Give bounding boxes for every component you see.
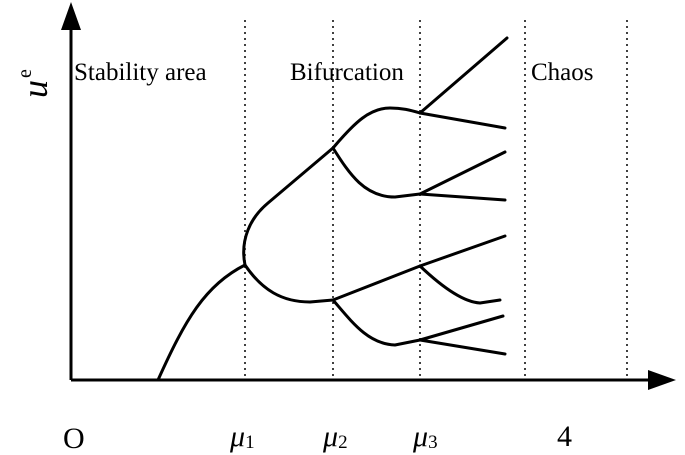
upper-first-branch bbox=[242, 146, 335, 267]
chaos-upper-fork bbox=[418, 111, 507, 130]
x-axis-arrowhead bbox=[648, 370, 676, 390]
x-axis-labels: O μ1 μ2 μ3 4 bbox=[63, 420, 572, 455]
origin-label: O bbox=[63, 422, 85, 455]
chaos-middle-lower bbox=[418, 192, 507, 202]
chaos-top-branch bbox=[418, 36, 509, 115]
stability-area-label: Stability area bbox=[74, 59, 207, 86]
y-axis-symbol: u bbox=[15, 80, 55, 98]
chaos-label: Chaos bbox=[531, 59, 594, 86]
axes bbox=[61, 2, 676, 390]
tick-mu2: μ2 bbox=[322, 420, 348, 453]
y-axis-arrowhead bbox=[61, 2, 81, 30]
svg-text:ue: ue bbox=[14, 69, 55, 98]
upper-second-branch bbox=[331, 106, 422, 150]
chaos-bottom-lower bbox=[418, 338, 507, 356]
tick-mu3: μ3 bbox=[412, 420, 438, 453]
y-axis-label: ue bbox=[14, 69, 55, 98]
y-axis-superscript: e bbox=[14, 69, 36, 78]
region-labels: Stability area Bifurcation Chaos bbox=[74, 59, 594, 86]
upper-middle-branch bbox=[331, 146, 422, 199]
tick-four: 4 bbox=[557, 420, 572, 453]
lower-second-branch bbox=[331, 298, 422, 347]
chaos-lower-middle bbox=[418, 264, 502, 305]
bifurcation-label: Bifurcation bbox=[290, 59, 404, 86]
chaos-bottom-upper bbox=[418, 314, 505, 342]
lower-first-branch bbox=[243, 263, 335, 304]
stable-branch bbox=[156, 263, 247, 382]
tick-mu1: μ1 bbox=[229, 420, 255, 453]
chaos-lower-upper bbox=[418, 234, 507, 268]
chaos-middle-upper bbox=[418, 150, 507, 196]
lower-upper-branch bbox=[331, 264, 422, 302]
bifurcation-curves bbox=[156, 36, 509, 382]
